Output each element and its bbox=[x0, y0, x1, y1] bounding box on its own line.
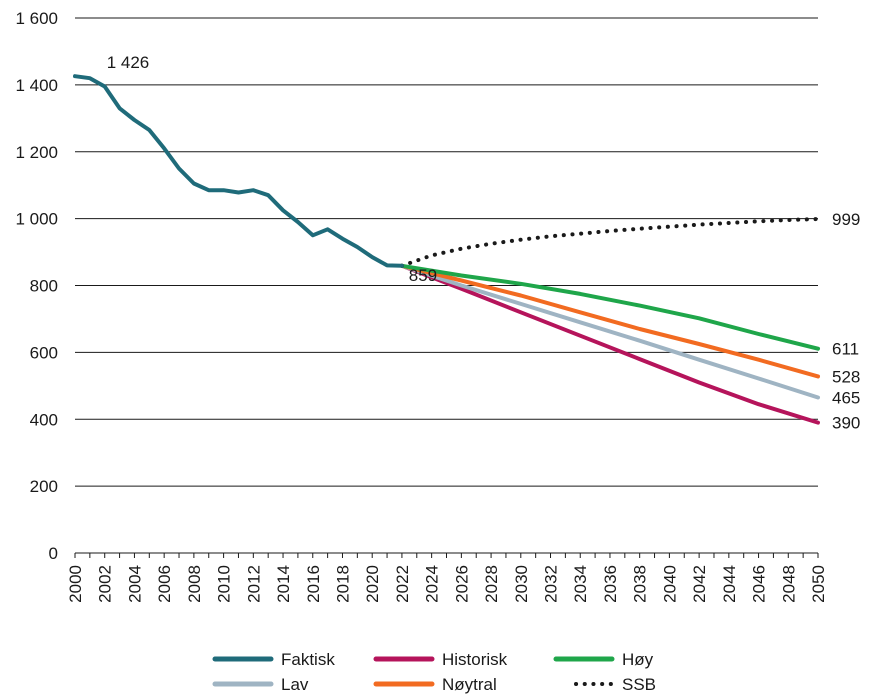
legend-item-hoy: Høy bbox=[553, 650, 654, 669]
y-tick-label-400: 400 bbox=[30, 410, 58, 429]
x-tick-label-2008: 2008 bbox=[185, 565, 204, 603]
data-labels: 1 426 859 999 611 528 465 390 bbox=[107, 53, 861, 432]
x-tick-label-2036: 2036 bbox=[601, 565, 620, 603]
x-tick-label-2026: 2026 bbox=[452, 565, 471, 603]
y-tick-label-800: 800 bbox=[30, 277, 58, 296]
legend-item-historisk: Historisk bbox=[373, 650, 508, 669]
x-tick-label-2028: 2028 bbox=[482, 565, 501, 603]
x-tick-label-2012: 2012 bbox=[244, 565, 263, 603]
series-line-lav bbox=[399, 263, 820, 400]
y-tick-label-1200: 1 200 bbox=[15, 143, 58, 162]
gridlines bbox=[75, 17, 818, 554]
series-lines bbox=[73, 74, 820, 425]
x-tick-label-2024: 2024 bbox=[423, 565, 442, 603]
y-tick-label-1400: 1 400 bbox=[15, 76, 58, 95]
x-tick-label-2006: 2006 bbox=[155, 565, 174, 603]
x-tick-label-2040: 2040 bbox=[660, 565, 679, 603]
legend-label-faktisk: Faktisk bbox=[281, 650, 335, 669]
series-line-ssb bbox=[399, 217, 820, 268]
x-tick-label-2002: 2002 bbox=[96, 565, 115, 603]
data-label-390: 390 bbox=[832, 414, 860, 433]
y-tick-label-1600: 1 600 bbox=[15, 9, 58, 28]
y-tick-label-600: 600 bbox=[30, 343, 58, 362]
x-tick-label-2050: 2050 bbox=[809, 565, 828, 603]
series-line-faktisk bbox=[73, 74, 404, 268]
series-line-noytral bbox=[399, 263, 820, 379]
legend-label-hoy: Høy bbox=[622, 650, 654, 669]
x-tick-label-2032: 2032 bbox=[542, 565, 561, 603]
data-label-1-426: 1 426 bbox=[107, 53, 150, 72]
x-tick-label-2020: 2020 bbox=[363, 565, 382, 603]
y-tick-label-1000: 1 000 bbox=[15, 210, 58, 229]
legend-label-noytral: Nøytral bbox=[442, 675, 497, 694]
series-line-historisk bbox=[399, 263, 820, 425]
data-label-465: 465 bbox=[832, 389, 860, 408]
legend: Faktisk Historisk Høy Lav Nøytral SSB bbox=[212, 650, 656, 694]
data-label-859: 859 bbox=[409, 266, 437, 285]
x-tick-label-2004: 2004 bbox=[125, 565, 144, 603]
x-tick-label-2014: 2014 bbox=[274, 565, 293, 603]
legend-item-faktisk: Faktisk bbox=[212, 650, 335, 669]
x-tick-label-2018: 2018 bbox=[333, 565, 352, 603]
data-label-528: 528 bbox=[832, 367, 860, 386]
data-label-999: 999 bbox=[832, 210, 860, 229]
x-tick-label-2034: 2034 bbox=[571, 565, 590, 603]
y-tick-label-200: 200 bbox=[30, 477, 58, 496]
x-tick-label-2022: 2022 bbox=[393, 565, 412, 603]
x-tick-label-2038: 2038 bbox=[631, 565, 650, 603]
data-label-611: 611 bbox=[832, 340, 859, 359]
legend-label-lav: Lav bbox=[281, 675, 309, 694]
x-tick-label-2030: 2030 bbox=[512, 565, 531, 603]
x-tick-label-2042: 2042 bbox=[690, 565, 709, 603]
legend-item-noytral: Nøytral bbox=[373, 675, 497, 694]
x-tick-label-2000: 2000 bbox=[66, 565, 85, 603]
y-axis-tick-labels: 0 200 400 600 800 1 000 1 200 1 400 1 600 bbox=[15, 9, 58, 563]
series-line-hoy bbox=[399, 263, 820, 351]
y-tick-label-0: 0 bbox=[49, 544, 58, 563]
legend-item-lav: Lav bbox=[212, 675, 309, 694]
x-tick-label-2044: 2044 bbox=[720, 565, 739, 603]
x-tick-label-2016: 2016 bbox=[304, 565, 323, 603]
legend-label-historisk: Historisk bbox=[442, 650, 508, 669]
x-tick-label-2046: 2046 bbox=[750, 565, 769, 603]
x-axis: 2000 2002 2004 2006 2008 2010 2012 2014 2016 2018… bbox=[66, 553, 828, 603]
x-tick-label-2048: 2048 bbox=[779, 565, 798, 603]
legend-label-ssb: SSB bbox=[622, 675, 656, 694]
x-tick-label-2010: 2010 bbox=[215, 565, 234, 603]
legend-item-ssb: SSB bbox=[574, 675, 656, 694]
